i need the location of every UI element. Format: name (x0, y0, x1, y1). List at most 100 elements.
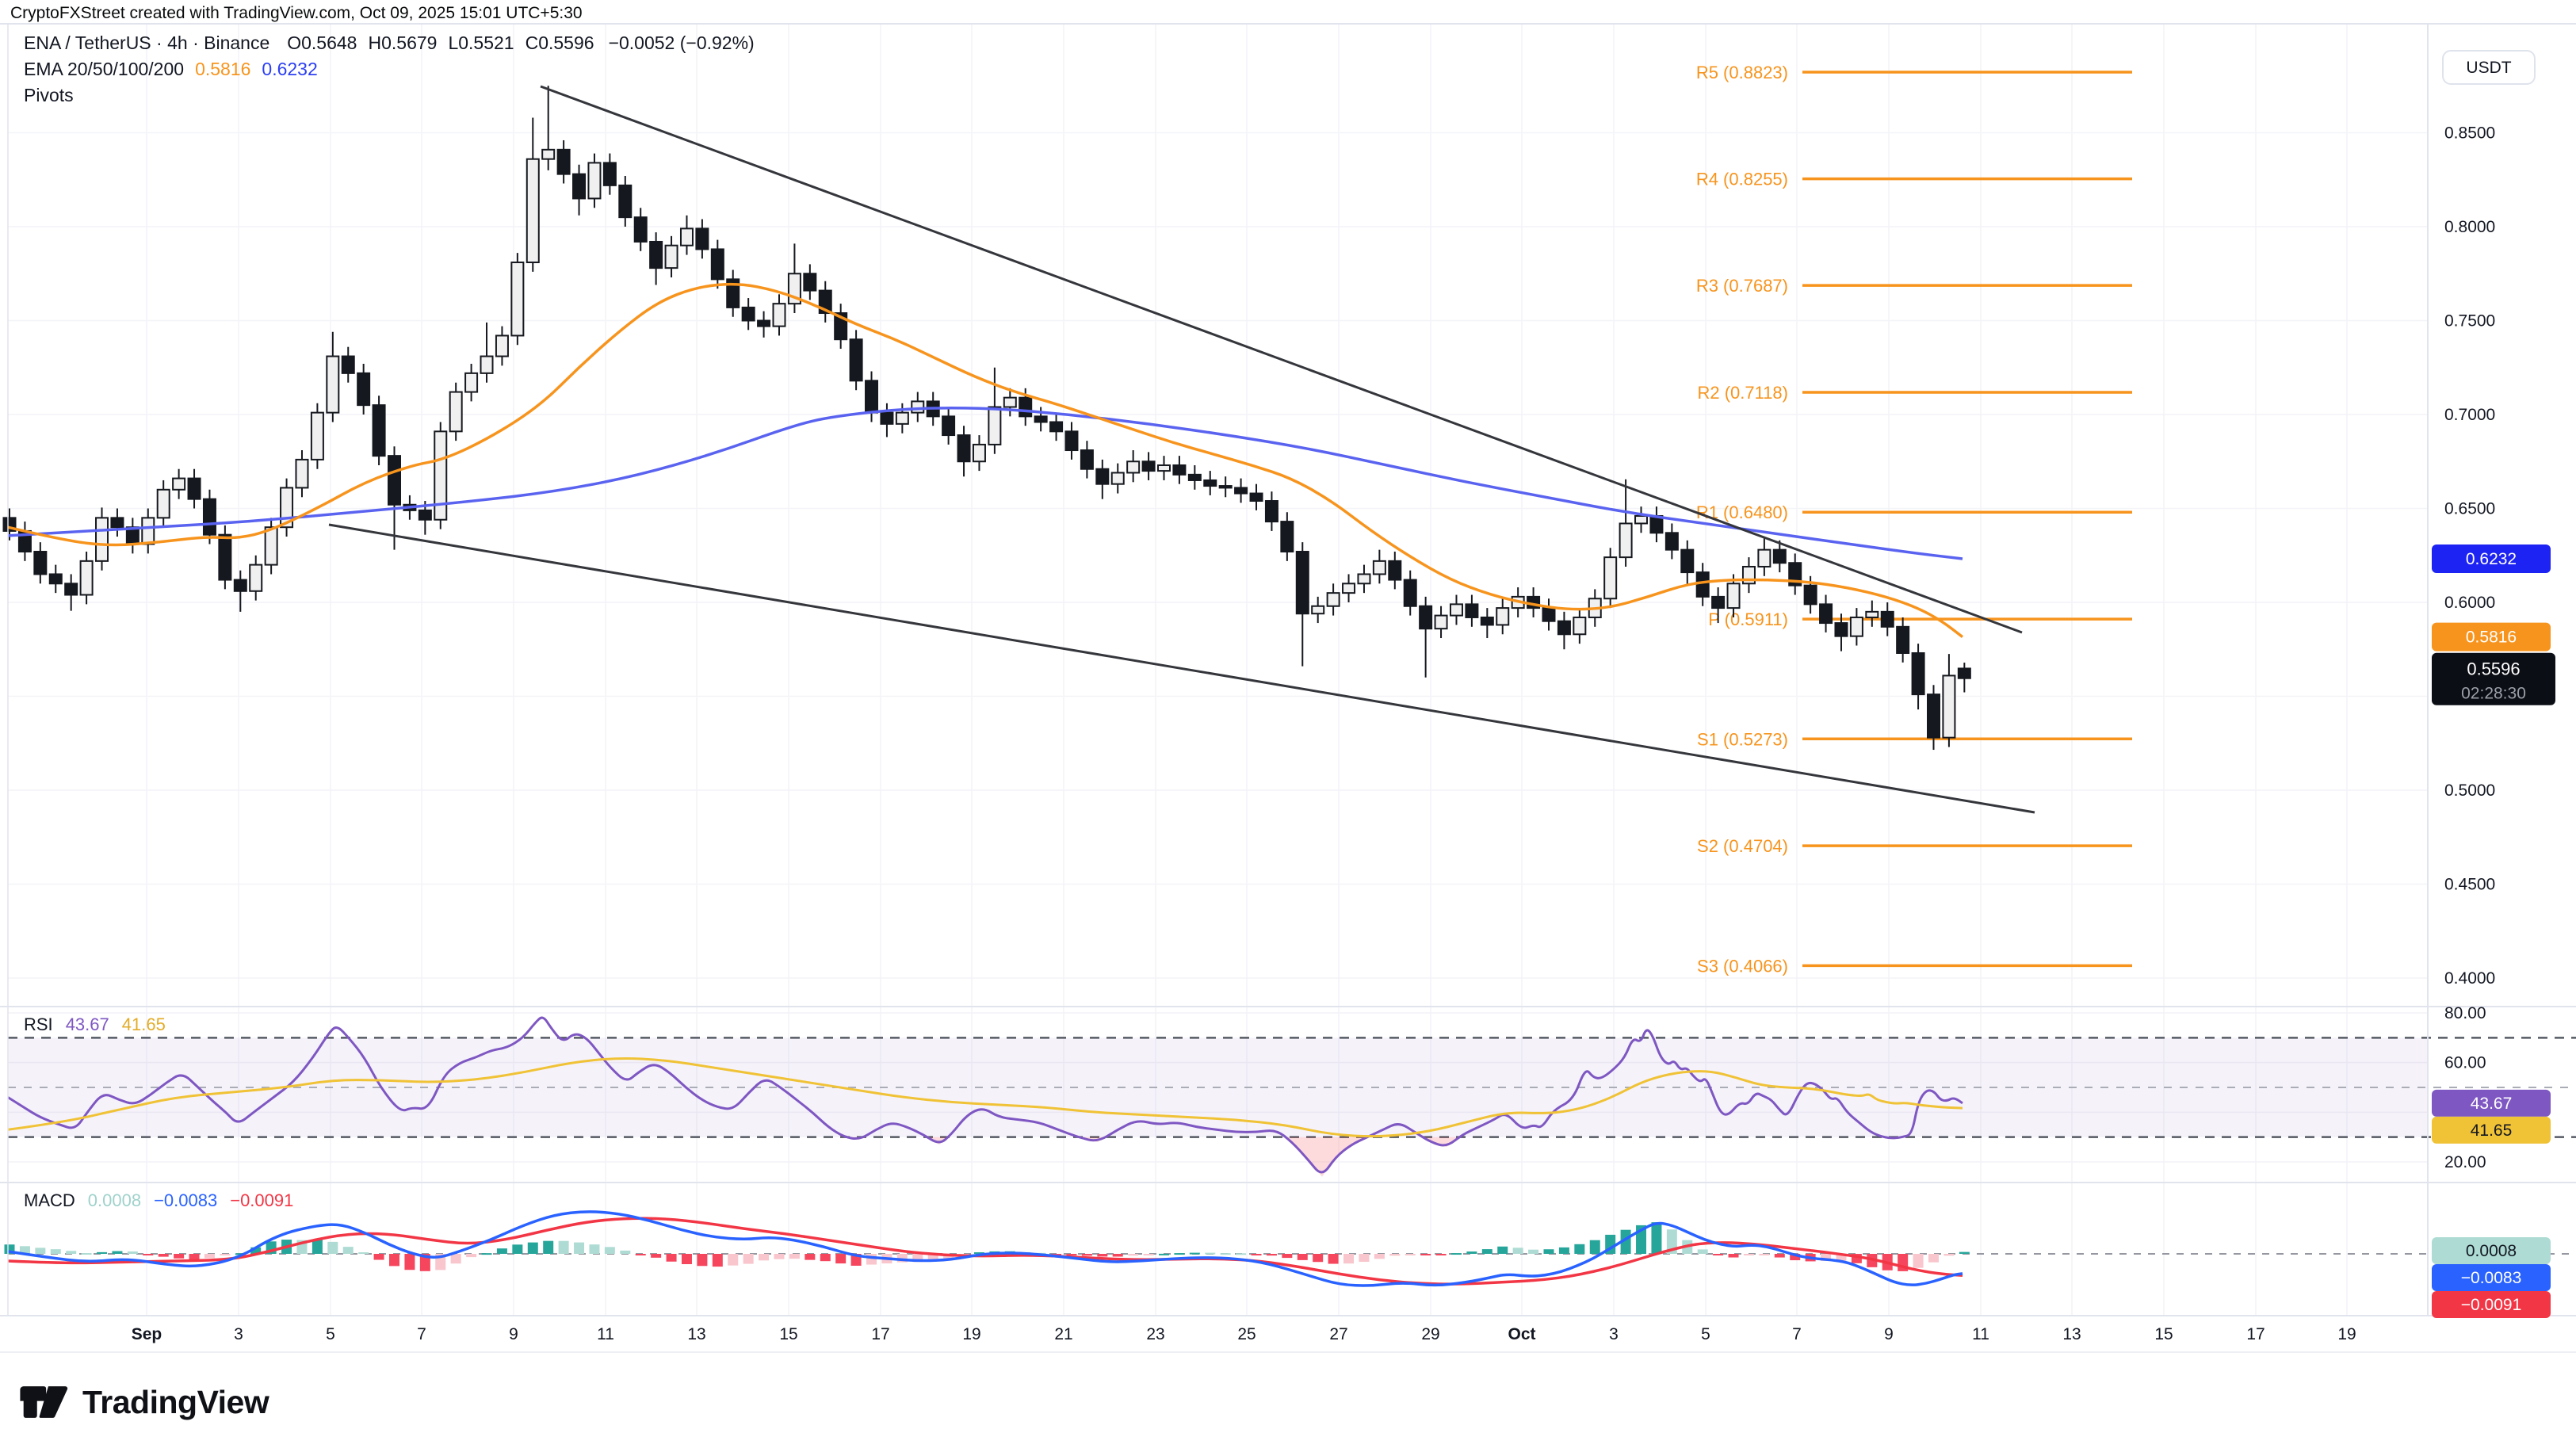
svg-text:−0.0083: −0.0083 (2461, 1269, 2522, 1287)
symbol-row: ENA / TetherUS · 4h · Binance O0.5648 H0… (24, 30, 766, 56)
svg-text:0.5816: 0.5816 (2466, 629, 2517, 647)
ema-row: EMA 20/50/100/200 0.5816 0.6232 (24, 56, 766, 82)
rsi-ma-line (7, 1057, 1963, 1138)
svg-text:USDT: USDT (2466, 59, 2511, 77)
svg-text:0.6232: 0.6232 (2466, 550, 2517, 568)
rsi-ma-badge (2432, 1116, 2551, 1144)
price-tick: 0.8500 (2444, 124, 2495, 143)
time-axis[interactable]: Sep 3 5 7 9 11 13 15 17 19 21 23 25 27 29 Oct 3 5 7 9 11 13 15… (132, 1325, 2356, 1343)
time-tick: 29 (1421, 1325, 1439, 1343)
time-tick: Sep (132, 1325, 162, 1343)
rsi-band (8, 1037, 2576, 1177)
svg-text:0.0008: 0.0008 (2466, 1242, 2517, 1260)
time-tick: 17 (871, 1325, 889, 1343)
time-tick: 11 (597, 1325, 614, 1343)
ohlc-open: O0.5648 (287, 32, 357, 53)
bar-countdown: 02:28:30 (2461, 685, 2526, 703)
time-tick: 5 (326, 1325, 335, 1343)
pivot-label-R5: R5 (0.8823) (1696, 63, 1788, 82)
ema-fast-value: 0.5816 (195, 59, 251, 79)
time-tick: 27 (1329, 1325, 1347, 1343)
ohlc-low: L0.5521 (448, 32, 514, 53)
svg-text:41.65: 41.65 (2471, 1121, 2513, 1140)
ema-indicator-label[interactable]: EMA 20/50/100/200 (24, 59, 185, 79)
pivot-label-S1: S1 (0.5273) (1697, 729, 1788, 749)
macd-signal-value: −0.0091 (230, 1190, 294, 1210)
ema-fast-badge (2432, 622, 2551, 651)
time-tick: 9 (1884, 1325, 1894, 1343)
pivot-label-R2: R2 (0.7118) (1697, 383, 1788, 403)
tradingview-logo-text: TradingView (82, 1383, 269, 1420)
last-price-value: 0.5596 (2467, 659, 2520, 679)
time-tick: 5 (1701, 1325, 1710, 1343)
pane-separators (0, 23, 2576, 1353)
price-tick: 0.4500 (2444, 876, 2495, 894)
rsi-tick: 80.00 (2444, 1004, 2486, 1022)
time-tick: 17 (2246, 1325, 2265, 1343)
price-tick: 0.7000 (2444, 406, 2495, 424)
time-tick: 9 (509, 1325, 518, 1343)
ema-slow-badge (2432, 544, 2551, 574)
time-tick: 13 (687, 1325, 705, 1343)
pivot-label-R4: R4 (0.8255) (1696, 170, 1788, 189)
time-tick: 19 (962, 1325, 980, 1343)
time-tick: 11 (1972, 1325, 1989, 1343)
chart-canvas[interactable]: R5 (0.8823) R4 (0.8255) R3 (0.7687) R2 (0.7… (0, 0, 2576, 1357)
pivot-label-R3: R3 (0.7687) (1696, 276, 1788, 296)
macd-signal-badge (2432, 1291, 2551, 1318)
price-axis[interactable]: USDT 0.8500 0.8000 0.7500 0.7000 0.6500 0.6000… (2432, 50, 2555, 1318)
macd-hist-badge (2432, 1237, 2551, 1264)
ema-slow-value: 0.6232 (262, 59, 318, 79)
price-tick: 0.7500 (2444, 312, 2495, 331)
rsi-value: 43.67 (65, 1014, 109, 1034)
time-tick: 25 (1237, 1325, 1256, 1343)
pivot-label-R1: R1 (0.6480) (1696, 502, 1788, 522)
time-tick: 3 (1609, 1325, 1619, 1343)
pivots-indicator-label[interactable]: Pivots (24, 85, 74, 105)
rsi-badge (2432, 1089, 2551, 1117)
time-tick: 3 (234, 1325, 243, 1343)
time-tick: 13 (2062, 1325, 2081, 1343)
rsi-ma-value: 41.65 (121, 1014, 166, 1034)
tradingview-logo[interactable]: TradingView (19, 1379, 269, 1425)
time-tick: 7 (1792, 1325, 1802, 1343)
time-tick: 23 (1146, 1325, 1164, 1343)
rsi-pane[interactable] (7, 1016, 1963, 1174)
time-tick: 19 (2337, 1325, 2356, 1343)
tradingview-logo-icon (20, 1386, 68, 1418)
macd-line-value: −0.0083 (154, 1190, 218, 1210)
time-tick: 15 (779, 1325, 797, 1343)
macd-title[interactable]: MACD (24, 1190, 75, 1210)
price-tick: 0.5000 (2444, 781, 2495, 800)
symbol-title[interactable]: ENA / TetherUS · 4h · Binance (24, 32, 270, 53)
ema-200-line (7, 406, 1963, 560)
change-value: −0.0052 (−0.92%) (608, 32, 755, 53)
svg-text:43.67: 43.67 (2471, 1095, 2513, 1113)
currency-pill[interactable]: USDT (2442, 50, 2536, 85)
chart-legend: ENA / TetherUS · 4h · Binance O0.5648 H0… (24, 30, 766, 109)
candles (2, 86, 1971, 751)
time-tick: 7 (417, 1325, 426, 1343)
price-tick: 0.6500 (2444, 500, 2495, 518)
lower-wedge (328, 523, 2035, 814)
pivot-label-S3: S3 (0.4066) (1697, 956, 1788, 976)
macd-line (7, 1210, 1963, 1287)
upper-wedge (540, 85, 2023, 634)
macd-line-badge (2432, 1264, 2551, 1291)
rsi-line (7, 1016, 1963, 1174)
time-tick: 21 (1054, 1325, 1072, 1343)
rsi-tick: 60.00 (2444, 1054, 2486, 1072)
svg-text:−0.0091: −0.0091 (2461, 1296, 2522, 1314)
price-tick: 0.4000 (2444, 969, 2495, 988)
pivot-label-S2: S2 (0.4704) (1697, 836, 1788, 856)
time-tick: 15 (2154, 1325, 2173, 1343)
attribution-text: CryptoFXStreet created with TradingView.… (10, 4, 583, 22)
last-price-badge (2432, 652, 2555, 705)
macd-legend: MACD 0.0008 −0.0083 −0.0091 (24, 1190, 306, 1211)
rsi-title[interactable]: RSI (24, 1014, 53, 1034)
rsi-legend: RSI 43.67 41.65 (24, 1014, 178, 1035)
trendlines (328, 85, 2035, 814)
macd-pane[interactable] (4, 1210, 2576, 1287)
ohlc-high: H0.5679 (368, 32, 438, 53)
